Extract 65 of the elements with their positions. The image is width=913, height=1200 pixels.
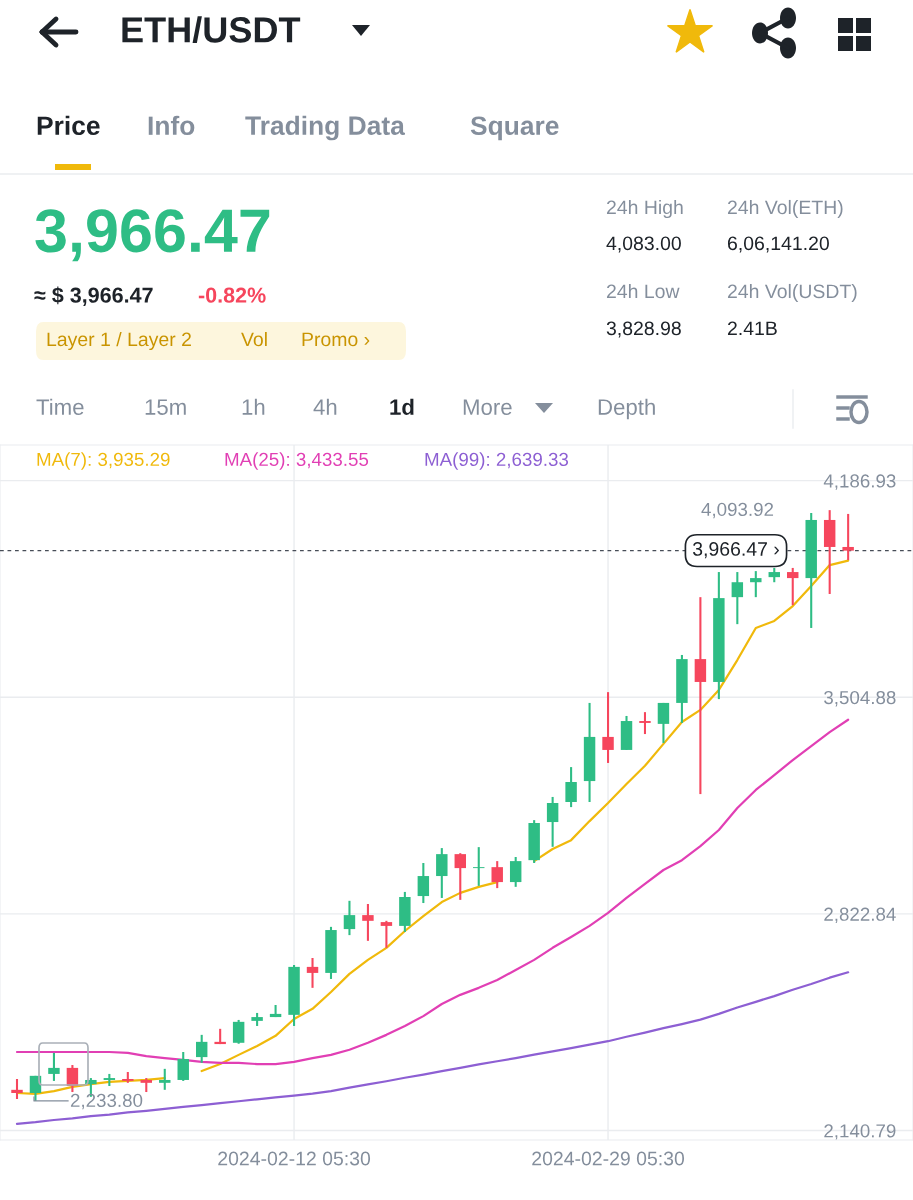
candlestick xyxy=(48,1051,60,1082)
text: More xyxy=(463,399,512,415)
text: 24h High xyxy=(606,199,683,219)
candlestick xyxy=(436,847,448,899)
candlestick xyxy=(177,1050,189,1082)
candlestick xyxy=(546,795,559,848)
candlestick xyxy=(842,512,854,562)
candlestick xyxy=(159,1067,171,1091)
text: Vol xyxy=(241,331,267,347)
text: MA(25): 3,433.55 xyxy=(225,452,369,470)
x-tick-label: 2024-02-29 05:30 xyxy=(532,1151,685,1166)
text: 1d xyxy=(390,398,414,415)
y-tick-label: 4,186.93 xyxy=(823,474,896,490)
text: Info xyxy=(148,115,195,136)
candlestick xyxy=(509,855,522,888)
text: 6,06,141.20 xyxy=(727,236,829,253)
candlestick xyxy=(491,860,503,890)
text: ≈ $ 3,966.47 xyxy=(34,286,153,306)
text: 2.41B xyxy=(727,321,777,336)
y-tick-label: 2,140.79 xyxy=(824,1124,896,1140)
text: Promo › xyxy=(302,332,370,347)
text: 1h xyxy=(242,398,265,415)
candlestick xyxy=(787,566,799,607)
text: 24h Low xyxy=(606,283,680,299)
candlestick xyxy=(731,571,744,626)
text: -0.82% xyxy=(198,287,266,303)
candlestick xyxy=(694,596,707,796)
text: 4h xyxy=(313,398,337,415)
candlestick xyxy=(750,570,762,599)
y-tick-label: 2,822.84 xyxy=(824,907,896,924)
y-tick-label: 3,504.88 xyxy=(824,690,896,707)
text: 3,966.47 xyxy=(35,209,270,262)
text: Trading Data xyxy=(245,115,405,141)
x-tick-label: 2024-02-12 05:30 xyxy=(218,1151,371,1166)
annotation: 4,093.92 xyxy=(701,502,774,519)
text: 15m xyxy=(145,399,186,415)
chart-title: ETH/USDT xyxy=(122,16,301,44)
line-series xyxy=(15,971,850,1125)
text: Time xyxy=(36,398,84,415)
text: 24h Vol(USDT) xyxy=(727,283,857,303)
text: Depth xyxy=(598,398,655,420)
text: Square xyxy=(470,116,559,141)
candlestick xyxy=(232,1018,245,1045)
ref-line-label: 3,966.47 › xyxy=(692,542,779,559)
candlestick xyxy=(639,711,651,736)
candlestick xyxy=(473,846,485,887)
candlestick xyxy=(602,691,614,764)
candlestick xyxy=(565,766,577,809)
candlestick xyxy=(362,902,374,942)
text: MA(99): 2,639.33 xyxy=(425,452,569,470)
text: Price xyxy=(37,115,100,136)
text: MA(7): 3,935.29 xyxy=(37,452,170,470)
candlestick xyxy=(306,956,319,989)
text: 24h Vol(ETH) xyxy=(727,199,843,219)
candlestick xyxy=(454,852,467,901)
text: Layer 1 / Layer 2 xyxy=(47,331,191,351)
candlestick xyxy=(195,1033,208,1064)
candlestick xyxy=(11,1077,23,1101)
candlestick xyxy=(417,861,430,905)
candlestick xyxy=(380,919,393,949)
text: 3,828.98 xyxy=(606,321,681,338)
candlestick xyxy=(657,701,670,744)
text: 4,083.00 xyxy=(606,236,681,253)
annotation: 2,233.80 xyxy=(70,1093,143,1110)
candlestick xyxy=(343,899,356,937)
